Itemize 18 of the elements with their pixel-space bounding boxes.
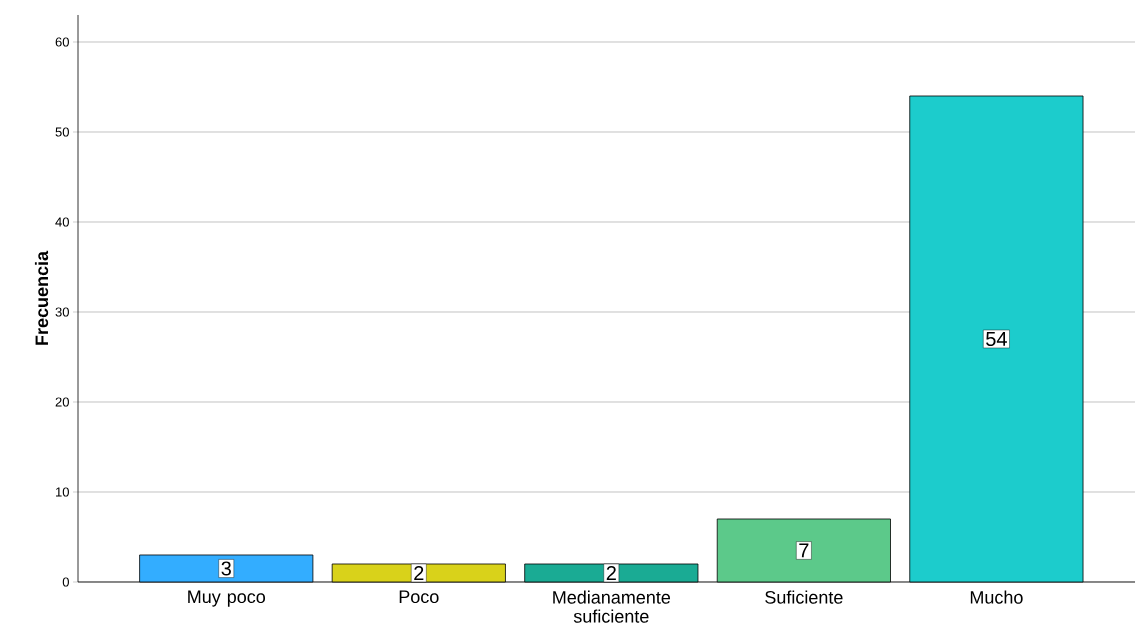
data-label: 7 [799, 543, 809, 558]
data-label: 2 [414, 566, 424, 580]
y-tick-label: 20 [55, 397, 69, 407]
x-tick-label: Poco [399, 590, 439, 604]
data-label: 2 [606, 566, 616, 580]
data-label: 54 [986, 332, 1007, 346]
data-label: 3 [221, 561, 231, 576]
y-tick-label: 50 [55, 127, 69, 137]
y-tick-label: 60 [55, 37, 69, 47]
y-tick-label: 0 [62, 577, 69, 587]
y-tick-label: 30 [55, 307, 69, 317]
x-tick-label: Muy poco [188, 590, 266, 607]
x-tick-label: Medianamente suficiente [553, 590, 671, 623]
y-tick-label: 40 [55, 217, 69, 227]
x-tick-label: Mucho [970, 590, 1023, 604]
y-tick-label: 10 [56, 487, 69, 497]
x-tick-label: Suficiente [765, 590, 843, 604]
y-axis-title: Frecuencia [34, 250, 49, 345]
